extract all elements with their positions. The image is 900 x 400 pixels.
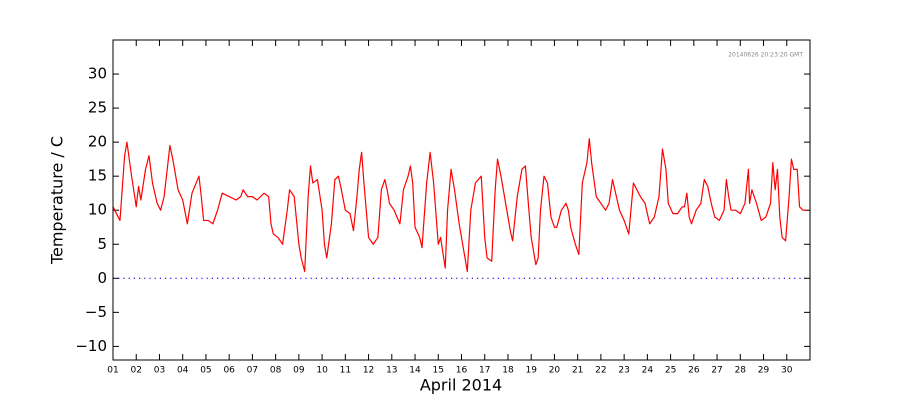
x-tick-label: 07 xyxy=(247,366,258,376)
x-tick-label: 23 xyxy=(618,366,629,376)
x-tick-label: 06 xyxy=(223,366,235,376)
y-axis-label: Temperature / C xyxy=(48,136,67,265)
y-tick-label: 0 xyxy=(97,269,107,287)
x-tick-label: 25 xyxy=(665,366,676,376)
y-tick-label: −10 xyxy=(75,337,107,355)
plot-frame xyxy=(112,39,811,361)
y-tick-label: −5 xyxy=(85,303,107,321)
x-tick-label: 11 xyxy=(340,366,351,376)
x-tick-label: 09 xyxy=(293,366,305,376)
x-tick-label: 12 xyxy=(363,366,374,376)
x-tick-label: 26 xyxy=(688,366,700,376)
y-tick-label: 30 xyxy=(88,65,107,83)
y-tick-label: 5 xyxy=(97,235,107,253)
x-tick-label: 16 xyxy=(456,366,468,376)
y-tick-label: 15 xyxy=(88,167,107,185)
y-tick-label: 25 xyxy=(88,99,107,117)
x-tick-label: 18 xyxy=(502,366,514,376)
x-tick-label: 24 xyxy=(642,366,654,376)
x-tick-label: 08 xyxy=(270,366,282,376)
x-tick-label: 15 xyxy=(433,366,444,376)
timestamp: 20140626 20:23:20 GMT xyxy=(728,52,803,59)
x-tick-label: 19 xyxy=(525,366,537,376)
x-tick-label: 05 xyxy=(200,366,211,376)
x-tick-label: 14 xyxy=(409,366,421,376)
x-tick-label: 20 xyxy=(549,366,561,376)
x-tick-label: 02 xyxy=(131,366,142,376)
x-tick-label: 22 xyxy=(595,366,606,376)
x-tick-label: 17 xyxy=(479,366,490,376)
y-tick-label: 10 xyxy=(88,201,107,219)
x-tick-label: 01 xyxy=(107,366,118,376)
x-tick-label: 03 xyxy=(154,366,165,376)
x-tick-label: 04 xyxy=(177,366,189,376)
x-tick-label: 10 xyxy=(316,366,328,376)
y-tick-label: 20 xyxy=(88,133,107,151)
x-tick-label: 30 xyxy=(781,366,793,376)
x-tick-label: 13 xyxy=(386,366,397,376)
x-tick-label: 21 xyxy=(572,366,583,376)
x-tick-label: 28 xyxy=(735,366,747,376)
x-axis-label: April 2014 xyxy=(420,376,502,395)
x-tick-label: 29 xyxy=(758,366,770,376)
x-tick-label: 27 xyxy=(711,366,722,376)
temperature-line xyxy=(112,138,807,273)
